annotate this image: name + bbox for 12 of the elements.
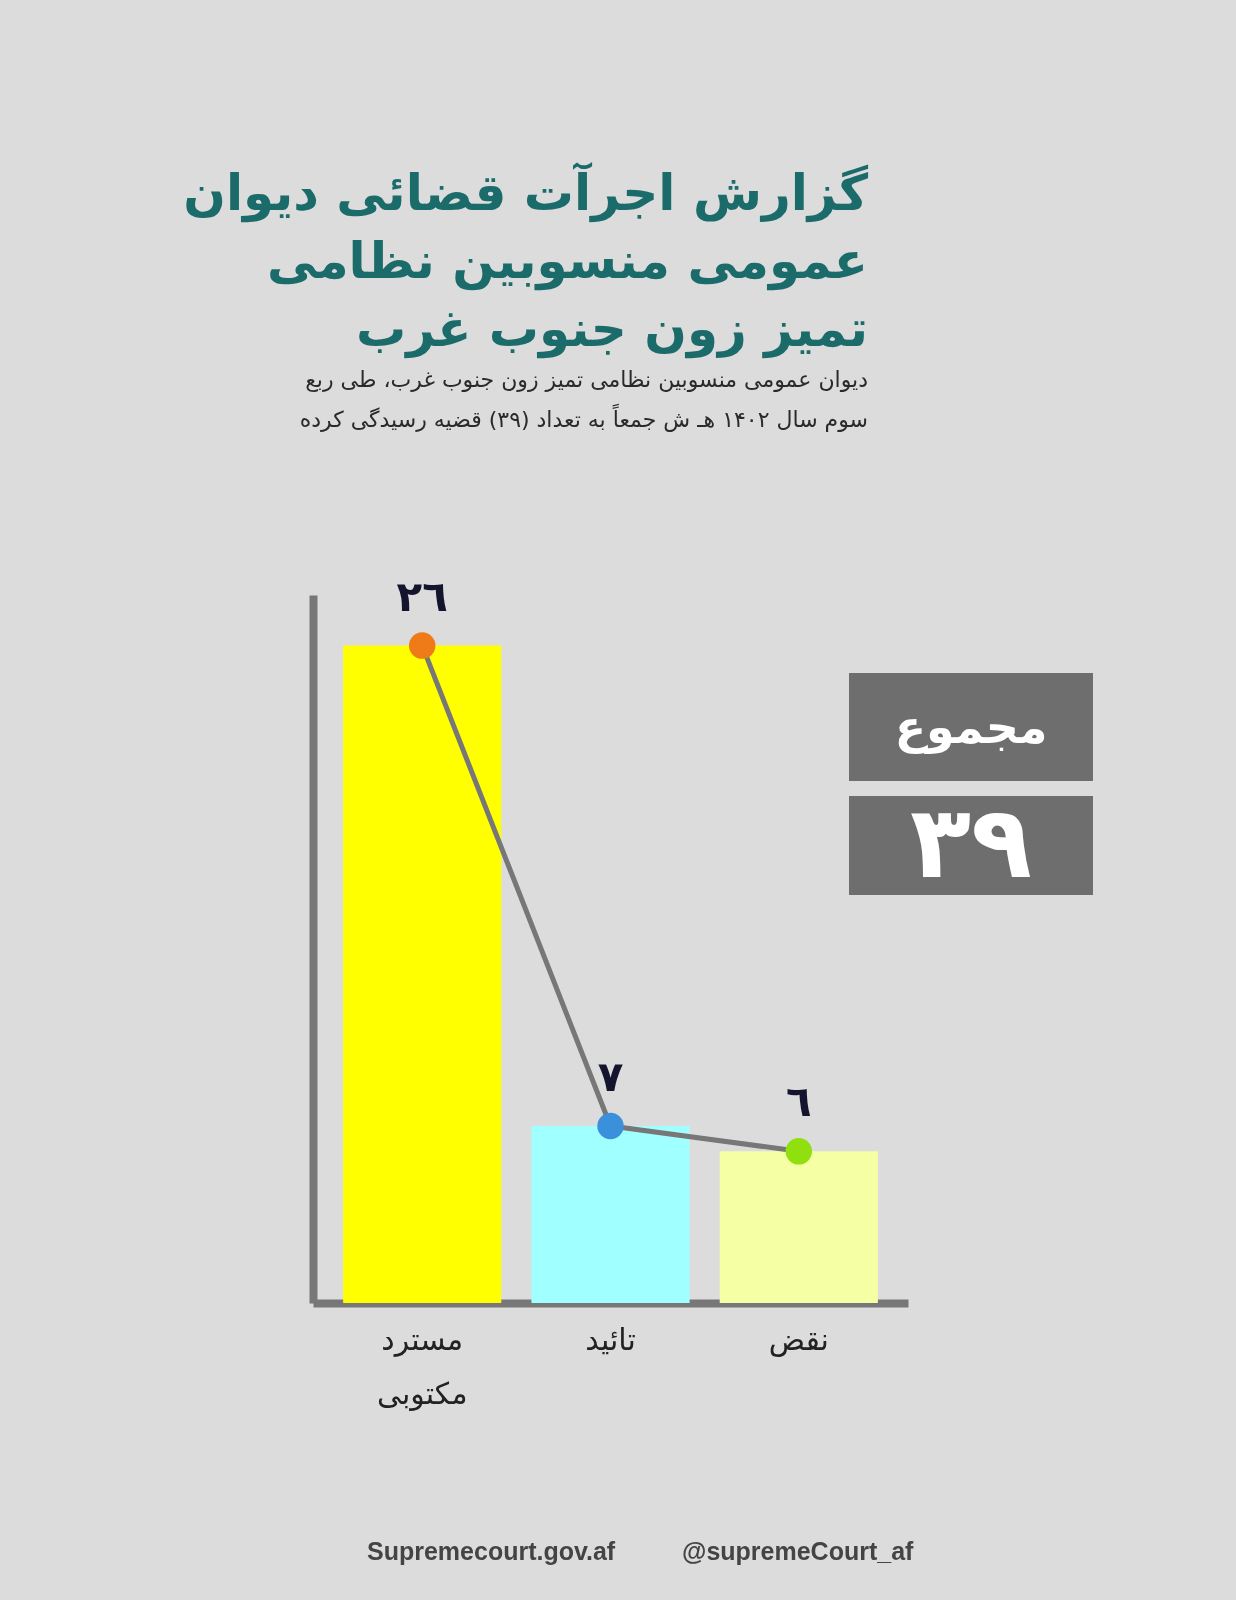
text: ۳۹ — [909, 784, 1033, 901]
chart-subtitle: دیوان عمومی منسوبین نظامی تمیز زون جنوب غرب، طی ربع سوم سال ۱۴۰۲ هـ ش جمعاً به تعداد (۳۹) قضیه رسیدگی کرده — [299, 366, 868, 433]
data-label: ٦ — [785, 1077, 812, 1127]
text: @supremeCourt_af — [682, 1537, 915, 1565]
data-label: ٢٦ — [396, 571, 448, 621]
data-label: ٧ — [597, 1052, 624, 1101]
annotation: مجموع — [894, 700, 1048, 754]
x-tick-label: نقض — [768, 1321, 829, 1357]
text: Supremecourt.gov.af — [367, 1537, 616, 1565]
x-tick-label: مسترد مکتوبی — [376, 1321, 468, 1411]
chart-title: گزارش اجرآت قضائی دیوان عمومی منسوبین نظامی تمیز زون جنوب غرب — [183, 161, 869, 359]
x-tick-label: تائید — [585, 1321, 636, 1357]
